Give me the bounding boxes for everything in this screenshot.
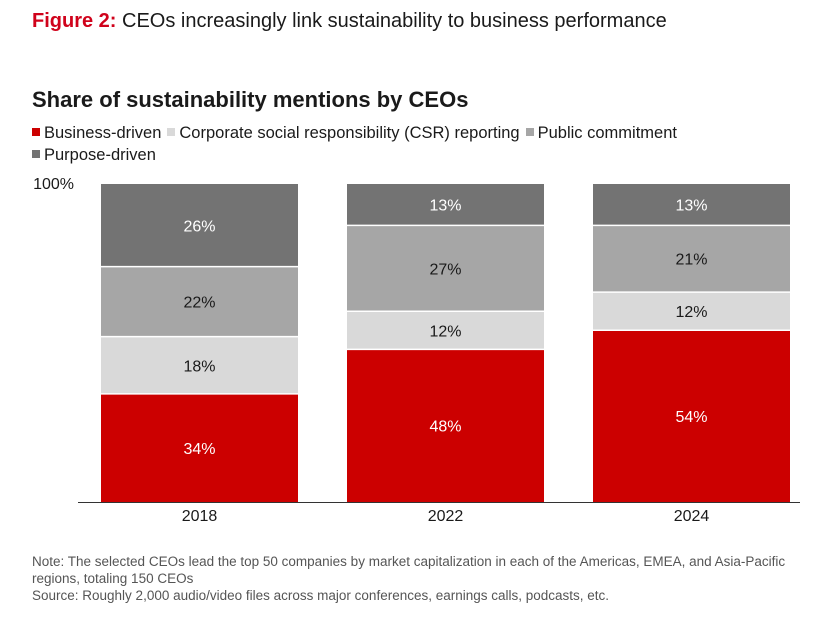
legend-label: Corporate social responsibility (CSR) re… bbox=[179, 124, 520, 142]
legend-label: Business-driven bbox=[44, 124, 162, 142]
data-label: 18% bbox=[183, 358, 215, 375]
note-text: Note: The selected CEOs lead the top 50 … bbox=[32, 554, 786, 586]
x-tick-label: 2018 bbox=[182, 508, 218, 525]
chart-legend: Business-driven Corporate social responsi… bbox=[32, 122, 792, 166]
data-label: 12% bbox=[675, 304, 707, 321]
data-label: 12% bbox=[429, 323, 461, 340]
legend-label: Public commitment bbox=[537, 124, 677, 142]
bar-segment bbox=[347, 184, 544, 226]
data-label: 54% bbox=[675, 409, 707, 426]
data-label: 27% bbox=[429, 261, 461, 278]
data-label: 13% bbox=[429, 198, 461, 215]
bar-segment bbox=[593, 225, 790, 293]
data-label: 22% bbox=[183, 295, 215, 312]
legend-item: Corporate social responsibility (CSR) re… bbox=[167, 122, 520, 144]
bar-segment bbox=[101, 336, 298, 394]
y-tick-label: 100% bbox=[33, 176, 74, 193]
bar-segment bbox=[347, 311, 544, 350]
bar-segment bbox=[347, 225, 544, 312]
data-label: 21% bbox=[675, 252, 707, 269]
bar-segment bbox=[593, 330, 790, 502]
data-label: 13% bbox=[675, 198, 707, 215]
bar-segment bbox=[101, 266, 298, 337]
figure-heading: CEOs increasingly link sustainability to… bbox=[122, 10, 667, 32]
legend-label: Purpose-driven bbox=[44, 146, 156, 164]
data-label: 26% bbox=[183, 218, 215, 235]
bar-segment bbox=[347, 349, 544, 502]
legend-item: Purpose-driven bbox=[32, 144, 156, 166]
bar-segment bbox=[101, 184, 298, 267]
data-label: 34% bbox=[183, 441, 215, 458]
source-text: Source: Roughly 2,000 audio/video files … bbox=[32, 588, 610, 603]
bar-segment bbox=[593, 292, 790, 331]
stacked-bar-chart: 100% 34% 18% 22% 26% 2018 48% 12% 27% 13% 2022 54% 1… bbox=[33, 176, 800, 525]
bar-segment bbox=[101, 393, 298, 502]
figure-title: Figure 2: CEOs increasingly link sustain… bbox=[32, 8, 667, 34]
chart-title: Share of sustainability mentions by CEOs bbox=[32, 87, 469, 112]
legend-swatch bbox=[167, 128, 176, 136]
figure-label: Figure 2: bbox=[32, 10, 117, 32]
x-tick-label: 2024 bbox=[674, 508, 710, 525]
bar-segment bbox=[593, 184, 790, 226]
legend-item: Public commitment bbox=[525, 122, 677, 144]
chart-notes: Note: The selected CEOs lead the top 50 … bbox=[32, 553, 822, 604]
data-label: 48% bbox=[429, 419, 461, 436]
legend-swatch bbox=[32, 150, 40, 158]
x-tick-label: 2022 bbox=[428, 508, 464, 525]
legend-swatch bbox=[32, 128, 40, 136]
legend-item: Business-driven bbox=[32, 122, 161, 144]
legend-swatch bbox=[525, 128, 534, 136]
